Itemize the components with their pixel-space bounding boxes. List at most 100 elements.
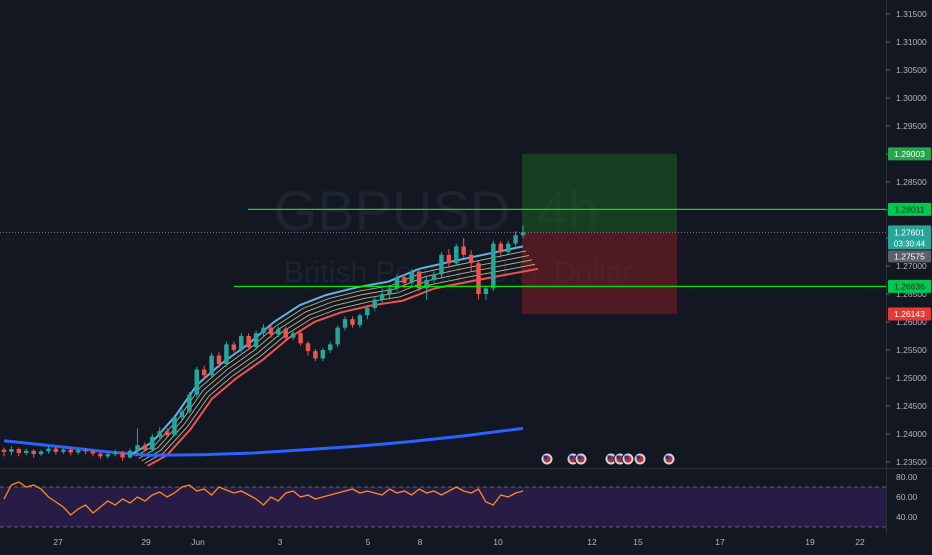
candle-body — [261, 327, 266, 334]
event-marker[interactable] — [604, 452, 618, 466]
rsi-band — [0, 487, 886, 527]
last-price-label: 1.27601 03:30:44 — [888, 225, 931, 250]
candle — [320, 347, 326, 362]
stop-loss-zone[interactable] — [522, 232, 677, 314]
event-marker[interactable] — [540, 452, 554, 466]
event-marker[interactable] — [633, 452, 647, 466]
candle-body — [187, 394, 192, 412]
candle — [491, 240, 496, 292]
candle-body — [379, 294, 385, 300]
candle-body — [9, 449, 14, 452]
candle — [75, 448, 81, 455]
candle-body — [209, 355, 214, 376]
candle — [365, 305, 370, 320]
candle — [454, 243, 459, 266]
candle-body — [439, 254, 444, 275]
candle-body — [224, 344, 229, 364]
time-tick-label: 5 — [366, 537, 371, 547]
candle-body — [357, 315, 363, 325]
candle — [46, 446, 51, 454]
candle — [127, 448, 133, 459]
time-tick-label: 22 — [855, 537, 865, 547]
candle — [424, 277, 429, 300]
candle-body — [120, 452, 125, 458]
candle — [416, 268, 422, 292]
candle-body — [24, 450, 29, 454]
ribbon-line — [141, 259, 533, 462]
time-tick-label: 29 — [141, 537, 151, 547]
ribbon-line — [147, 267, 539, 467]
candle — [209, 352, 214, 378]
moving-average-slow — [3, 426, 524, 457]
svg-text:1.28011: 1.28011 — [894, 204, 924, 214]
candle-body — [387, 288, 392, 294]
time-tick-label: 27 — [53, 537, 63, 547]
candle — [194, 366, 199, 398]
candle — [105, 451, 111, 459]
event-marker[interactable] — [621, 452, 635, 466]
candle — [246, 333, 251, 350]
moving-average-fast — [132, 245, 524, 455]
candle-body — [216, 355, 222, 364]
candle — [513, 231, 518, 247]
price-tick-label: 1.23500 — [896, 457, 927, 467]
candle-body — [328, 344, 333, 350]
candle-body — [201, 369, 207, 376]
candle-body — [46, 448, 51, 452]
price-tick-label: 1.24500 — [896, 401, 927, 411]
candle-body — [342, 319, 348, 328]
candle-body — [179, 411, 185, 418]
candle — [431, 271, 437, 283]
price-tick-label: 1.26000 — [896, 317, 927, 327]
event-marker[interactable] — [574, 452, 588, 466]
candle-body — [283, 328, 288, 338]
candle-body — [513, 235, 518, 244]
rsi-scale[interactable]: 80.00 60.00 40.00 — [896, 472, 918, 522]
candle — [313, 348, 318, 362]
svg-text:1.27601: 1.27601 — [894, 227, 925, 237]
svg-text:1.29003: 1.29003 — [894, 149, 925, 159]
candle-body — [105, 454, 111, 457]
candle — [224, 341, 229, 367]
candle — [379, 288, 385, 303]
candle-body — [454, 246, 459, 264]
candle-body — [446, 254, 452, 264]
candle-body — [61, 449, 66, 452]
candle — [372, 296, 377, 311]
candle-body — [142, 445, 148, 450]
candle-body — [402, 277, 407, 283]
candle-body — [31, 450, 36, 455]
candle — [135, 428, 140, 455]
economic-events[interactable] — [540, 452, 676, 466]
event-marker[interactable] — [662, 452, 676, 466]
take-profit-zone[interactable] — [522, 153, 677, 233]
candle-body — [1, 449, 7, 452]
candle — [461, 238, 466, 258]
time-tick-label: 12 — [587, 537, 597, 547]
price-tick-label: 1.31000 — [896, 37, 927, 47]
candle — [187, 392, 192, 414]
candle — [305, 341, 311, 356]
candle — [201, 365, 207, 380]
candle — [120, 450, 125, 461]
candle — [387, 285, 392, 300]
candle — [1, 447, 7, 457]
candle-body — [268, 327, 274, 335]
candle — [328, 341, 333, 353]
price-tick-label: 1.24000 — [896, 429, 927, 439]
candle-body — [253, 333, 259, 348]
candle — [231, 341, 237, 353]
candle-body — [476, 263, 481, 294]
candle — [216, 352, 222, 368]
candle — [335, 325, 340, 348]
candle — [394, 274, 400, 292]
candle — [38, 449, 44, 456]
candle — [179, 408, 185, 421]
candle — [290, 329, 296, 340]
price-tick-label: 1.30000 — [896, 93, 927, 103]
price-tick-label: 1.26500 — [896, 289, 927, 299]
candle-body — [231, 344, 237, 350]
candle-body — [498, 243, 503, 252]
time-scale[interactable]: 27 29 Jun 3 5 8 10 12 15 17 19 22 — [53, 537, 865, 547]
